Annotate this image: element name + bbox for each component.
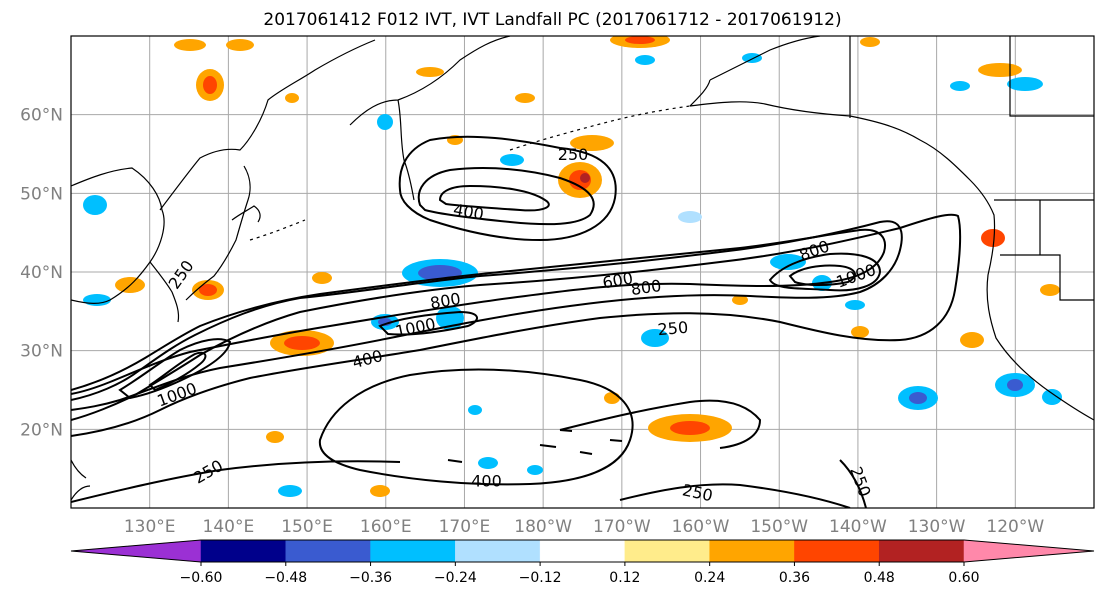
lat-label: 50°N [20,184,63,204]
colorbar-segment [709,539,795,563]
pc-anomaly-shading [83,36,1062,497]
colorbar-segment [963,539,1095,563]
lon-label: 150°W [750,517,808,537]
colorbar-tick-label: 0.24 [694,570,725,586]
lon-label: 170°W [593,517,651,537]
lon-label: 170°E [439,517,491,537]
colorbar-tick-label: 0.48 [864,570,895,586]
colorbar-segment [200,539,287,563]
coastlines [71,36,1094,501]
lon-label: 140°E [203,517,255,537]
colorbar-tick-label: −0.36 [349,570,392,586]
longitude-labels: 130°E 140°E 150°E 160°E 170°E 180°W 170°W 160°W… [124,517,1045,537]
lat-label: 30°N [20,342,63,362]
lon-label: 150°E [281,517,333,537]
lon-label: 130°E [124,517,176,537]
colorbar-tick-label: −0.60 [180,570,223,586]
map-title: 2017061412 F012 IVT, IVT Landfall PC (20… [263,10,842,30]
lon-label: 160°W [672,517,730,537]
colorbar-tick-label: −0.48 [264,570,307,586]
contour-label: 800 [630,276,663,299]
lon-label: 130°W [908,517,966,537]
contour-label: 250 [657,318,689,340]
lon-label: 120°W [986,517,1044,537]
lon-label: 160°E [360,517,412,537]
lat-label: 60°N [20,106,63,126]
colorbar-tick-label: 0.60 [948,570,979,586]
colorbar-segment [539,539,626,563]
colorbar-tick-label: −0.12 [519,570,562,586]
latitude-labels: 60°N 50°N 40°N 30°N 20°N [20,106,63,441]
colorbar-segment [624,539,710,563]
ivt-contours [71,135,962,508]
colorbar-segment [455,539,541,563]
colorbar-segment [70,539,202,563]
lon-label: 180°W [514,517,572,537]
contour-label: 250 [558,145,589,164]
colorbar-segment [285,539,371,563]
colorbar-tick-label: 0.36 [779,570,810,586]
lat-label: 40°N [20,263,63,283]
lon-label: 140°W [829,517,887,537]
colorbar: −0.60 −0.48 −0.36 −0.24 −0.12 0.12 0.24 0.36 0.4… [70,539,1095,586]
map-frame [70,35,1095,509]
colorbar-segment [878,539,965,563]
colorbar-segment [794,539,880,563]
contour-label: 400 [471,472,502,491]
lat-label: 20°N [20,420,63,440]
colorbar-tick-label: 0.12 [609,570,640,586]
colorbar-segment [370,539,456,563]
colorbar-tick-label: −0.24 [434,570,477,586]
